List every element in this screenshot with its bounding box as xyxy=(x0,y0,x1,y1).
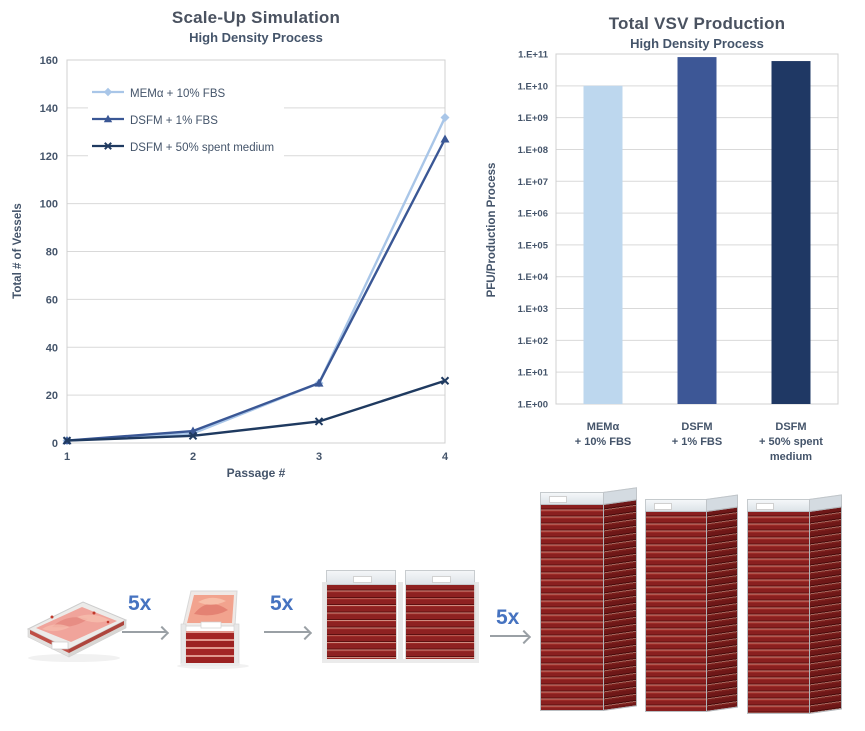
y-tick-label: 40 xyxy=(46,342,58,354)
y-tick-label: 1.E+02 xyxy=(518,336,548,347)
stack-layers-side xyxy=(706,506,738,712)
legend-label: DSFM + 50% spent medium xyxy=(130,141,275,154)
series-line xyxy=(66,116,447,442)
x-marker-icon xyxy=(188,431,198,441)
x-marker-icon xyxy=(62,436,72,445)
bar-chart-y-axis-label: PFU/Production Process xyxy=(486,162,498,298)
right-arrow-icon xyxy=(490,635,528,637)
bar-category-label: MEMα + 10% FBS xyxy=(574,421,632,448)
y-tick-label: 160 xyxy=(40,55,58,67)
frame-post xyxy=(474,582,479,662)
x-marker-icon xyxy=(104,141,112,150)
stack-base xyxy=(322,659,479,663)
x-marker-icon xyxy=(314,417,324,426)
diamond-marker-icon xyxy=(90,85,126,103)
y-tick-label: 60 xyxy=(46,294,58,306)
legend-swatch xyxy=(92,87,124,96)
x-tick-label: 1 xyxy=(64,451,70,463)
x-tick-label: 3 xyxy=(316,451,322,463)
legend-item: DSFM + 1% FBS xyxy=(90,107,274,134)
x-marker-icon xyxy=(440,376,450,385)
diamond-marker-icon xyxy=(103,87,113,96)
y-tick-label: 1.E+06 xyxy=(518,209,548,220)
legend-item: DSFM + 50% spent medium xyxy=(90,134,274,161)
triangle-marker-icon xyxy=(440,134,450,143)
stack-layers xyxy=(405,585,476,659)
line-chart-legend: MEMα + 10% FBS DSFM + 1% FBS DSFM + 50% … xyxy=(88,78,285,163)
multiplier-label: 5x xyxy=(128,592,152,615)
line-chart-plot: 0 20 40 60 80 100 120 140 160 1 2 3 4 xyxy=(40,55,450,463)
bar xyxy=(583,85,623,405)
series-line xyxy=(66,138,447,442)
y-tick-label: 1.E+05 xyxy=(518,240,549,251)
x-tick-label: 4 xyxy=(442,451,449,463)
y-tick-label: 100 xyxy=(40,199,58,211)
triangle-marker-icon xyxy=(314,378,324,387)
plot-border xyxy=(66,59,446,444)
triangle-marker-icon xyxy=(90,112,126,130)
legend-item: MEMα + 10% FBS xyxy=(90,80,274,107)
stack-layers xyxy=(645,511,707,712)
y-tick-label: 1.E+04 xyxy=(518,272,549,283)
bar-chart-plot: 1.E+11 1.E+10 1.E+09 1.E+08 1.E+07 1.E+06 1.E+… xyxy=(518,50,839,411)
line-chart-subtitle: High Density Process xyxy=(189,30,323,45)
multiplier-label: 5x xyxy=(496,606,520,629)
stack-lid xyxy=(405,570,475,585)
y-tick-label: 80 xyxy=(46,247,58,259)
stack-layers xyxy=(747,511,810,714)
y-tick-label: 1.E+09 xyxy=(518,113,548,124)
bar-chart-title: Total VSV Production xyxy=(608,14,786,33)
diamond-marker-icon xyxy=(440,112,450,122)
y-tick-label: 20 xyxy=(46,390,58,402)
y-tick-label: 1.E+01 xyxy=(518,368,549,379)
y-tick-label: 140 xyxy=(40,103,58,115)
legend-label: MEMα + 10% FBS xyxy=(130,87,226,100)
y-tick-label: 1.E+11 xyxy=(518,50,549,61)
y-tick-label: 120 xyxy=(40,151,58,163)
right-arrow-icon xyxy=(122,631,166,633)
legend-swatch xyxy=(92,141,124,150)
legend-swatch xyxy=(92,114,124,122)
stack-layers-side xyxy=(809,506,842,714)
y-tick-label: 0 xyxy=(52,438,58,450)
bar-category-label: DSFM + 50% spent medium xyxy=(759,421,823,463)
double-ten-layer-stack-image xyxy=(322,568,479,666)
stack-layers-side xyxy=(603,499,637,711)
stack-lid xyxy=(326,570,396,585)
vsv-production-bar-chart: Total VSV Production High Density Proces… xyxy=(480,0,865,490)
vessel-scale-up-flow: 5x 5x xyxy=(0,487,865,731)
forty-layer-stack-image xyxy=(645,494,741,715)
forty-layer-stack-image xyxy=(540,487,640,714)
bar xyxy=(677,57,717,405)
frame-post xyxy=(322,582,327,662)
bar-category-label: DSFM + 1% FBS xyxy=(671,421,723,448)
stack-layers xyxy=(326,585,397,659)
line-chart-y-axis-label: Total # of Vessels xyxy=(12,203,24,299)
y-tick-label: 1.E+00 xyxy=(518,400,548,411)
line-chart-title: Scale-Up Simulation xyxy=(171,8,341,27)
y-tick-label: 1.E+08 xyxy=(518,145,548,156)
y-tick-label: 1.E+07 xyxy=(518,177,548,188)
forty-layer-stack-image xyxy=(747,494,845,717)
y-tick-label: 1.E+10 xyxy=(518,81,548,92)
frame-post xyxy=(398,582,403,662)
bar-chart-subtitle: High Density Process xyxy=(630,36,764,51)
legend-label: DSFM + 1% FBS xyxy=(130,114,218,127)
x-marker-icon xyxy=(90,139,126,157)
x-tick-label: 2 xyxy=(190,451,196,463)
stack-layers xyxy=(540,504,604,711)
y-tick-label: 1.E+03 xyxy=(518,304,548,315)
series-line xyxy=(66,379,446,442)
triangle-marker-icon xyxy=(103,114,113,122)
scale-up-line-chart: Scale-Up Simulation High Density Process… xyxy=(12,0,470,490)
right-arrow-icon xyxy=(264,631,309,633)
five-layer-stack-image xyxy=(177,590,249,669)
bar xyxy=(771,61,811,404)
single-tray-image xyxy=(26,601,128,662)
multiplier-label: 5x xyxy=(270,592,294,615)
line-chart-x-axis-label: Passage # xyxy=(226,466,286,480)
